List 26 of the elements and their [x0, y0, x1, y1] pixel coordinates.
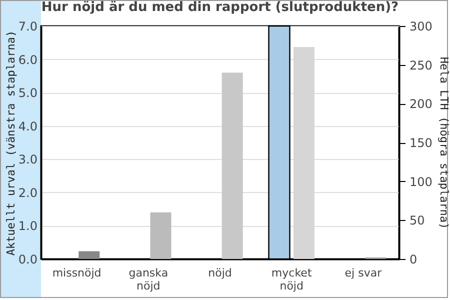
x-tick-label: ganska nöjd [128, 266, 168, 292]
bar [78, 251, 100, 259]
y-tick-label: 5.0 [18, 86, 38, 100]
bar [150, 212, 172, 259]
y2-tick-label: 50 [410, 214, 425, 228]
y-tick-label: 0.0 [18, 252, 38, 266]
y2-tick-label: 150 [410, 136, 432, 150]
bar [222, 72, 243, 259]
chart-title: Hur nöjd är du med din rapport (slutprodukten)? [41, 0, 399, 15]
x-tick-label: ej svar [344, 266, 382, 280]
y2-tick-label: 300 [410, 20, 432, 34]
y-tick-label: 4.0 [18, 119, 38, 134]
y2-tick-label: 100 [410, 174, 432, 189]
y-tick-label: 2.0 [18, 186, 38, 200]
y2-axis-title: Hela LTH (högra staplarna) [437, 56, 450, 230]
y2-tick-label: 0 [410, 252, 418, 266]
x-tick-label: missnöjd [52, 266, 102, 280]
x-tick-label: mycket nöjd [271, 266, 312, 292]
y-tick-label: 3.0 [18, 152, 38, 167]
y-axis-title: Aktuellt urval (vänstra staplarna) [4, 30, 18, 256]
y-tick-label: 7.0 [18, 20, 38, 34]
y2-tick-label: 250 [410, 58, 432, 72]
y-tick-label: 1.0 [18, 219, 38, 234]
y2-tick-label: 200 [410, 97, 432, 112]
y-tick-label: 6.0 [18, 52, 38, 67]
x-tick-label: nöjd [208, 266, 232, 280]
